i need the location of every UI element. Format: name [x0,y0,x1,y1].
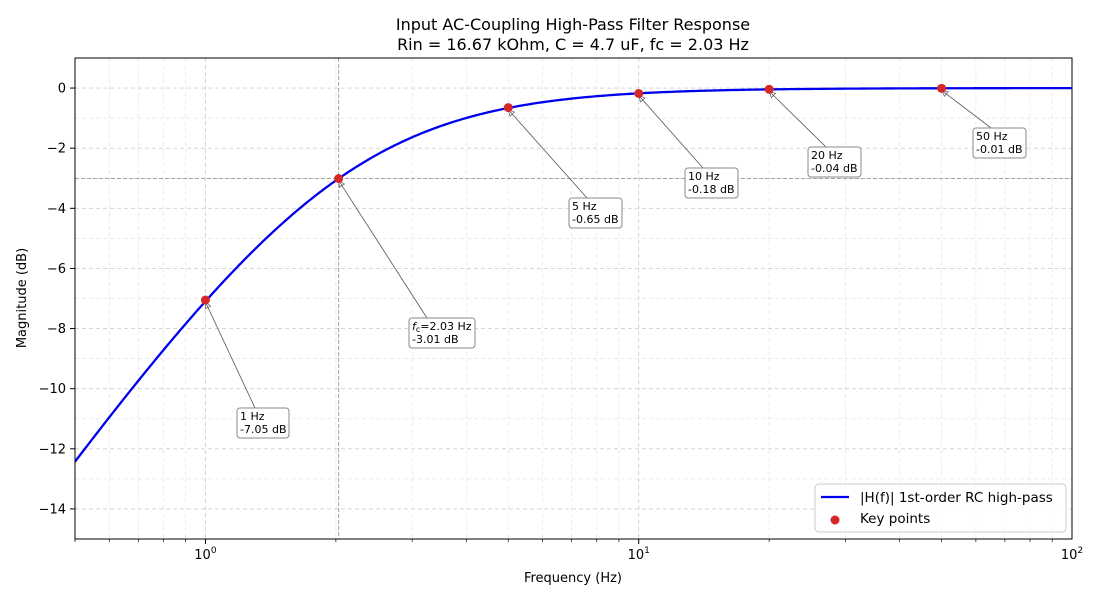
legend-label-points: Key points [860,511,930,527]
annotation-label-freq: fc=2.03 Hz [412,320,472,334]
annotation-label-db: -7.05 dB [240,423,287,436]
annotation-box [807,146,862,178]
annotation-arrow [638,95,704,169]
legend: |H(f)| 1st-order RC high-pass Key points [814,483,1067,533]
y-tick-label: −4 [47,202,66,217]
annotation-label-db: -0.65 dB [572,213,619,226]
annotation-box [972,127,1027,159]
x-tick-label: 101 [628,546,650,563]
y-tick-label: −10 [39,382,66,397]
key-point-marker [764,84,774,94]
y-tick-label: −14 [39,502,66,517]
y-tick-label: −8 [47,322,66,337]
chart-subtitle: Rin = 16.67 kOhm, C = 4.7 uF, fc = 2.03 … [397,35,749,54]
key-point-marker [634,88,644,98]
annotation-arrow [507,109,588,199]
annotation-label-freq: 10 Hz [688,170,720,183]
x-tick-label: 102 [1061,546,1083,563]
key-point-marker [334,174,344,184]
y-tick-label: −6 [47,262,66,277]
annotation-label-db: -0.01 dB [976,143,1023,156]
plot-area: 1 Hz-7.05 dB fc=2.03 Hz-3.01 dB 5 Hz-0.65 … [39,57,1083,563]
annotation-box [408,317,476,349]
x-tick-label: 100 [194,546,217,563]
annotation-arrowhead [204,301,212,310]
annotation-arrowhead [638,94,646,103]
y-tick-label: −2 [47,142,66,157]
annotation-arrow [768,90,827,148]
annotation-label-freq: 5 Hz [572,200,597,213]
key-point-marker [200,295,210,305]
y-tick-label: −12 [39,442,66,457]
legend-box [814,483,1067,533]
key-point-marker [937,83,947,93]
annotation-box [236,407,290,439]
annotation-label-db: -3.01 dB [412,333,459,346]
key-point-marker [503,103,513,113]
response-curve-line [75,86,1072,463]
legend-marker-swatch [830,515,840,525]
legend-label-curve: |H(f)| 1st-order RC high-pass [860,490,1053,506]
annotation-box [568,197,623,229]
annotation-label-freq: 1 Hz [240,410,265,423]
annotation-box [684,167,739,199]
x-axis-label: Frequency (Hz) [524,571,622,586]
annotation-arrow [338,180,428,319]
chart-title: Input AC-Coupling High-Pass Filter Respo… [396,15,750,34]
annotation-arrow [205,301,256,409]
y-axis-label: Magnitude (dB) [15,248,30,348]
plot-frame [74,57,1073,540]
annotation-label-db: -0.04 dB [811,162,858,175]
annotation-arrow [941,90,992,129]
annotation-label-db: -0.18 dB [688,183,735,196]
annotation-label-freq: 20 Hz [811,149,843,162]
y-tick-label: 0 [58,82,66,97]
annotation-arrowhead [338,179,346,188]
annotation-label-freq: 50 Hz [976,130,1008,143]
